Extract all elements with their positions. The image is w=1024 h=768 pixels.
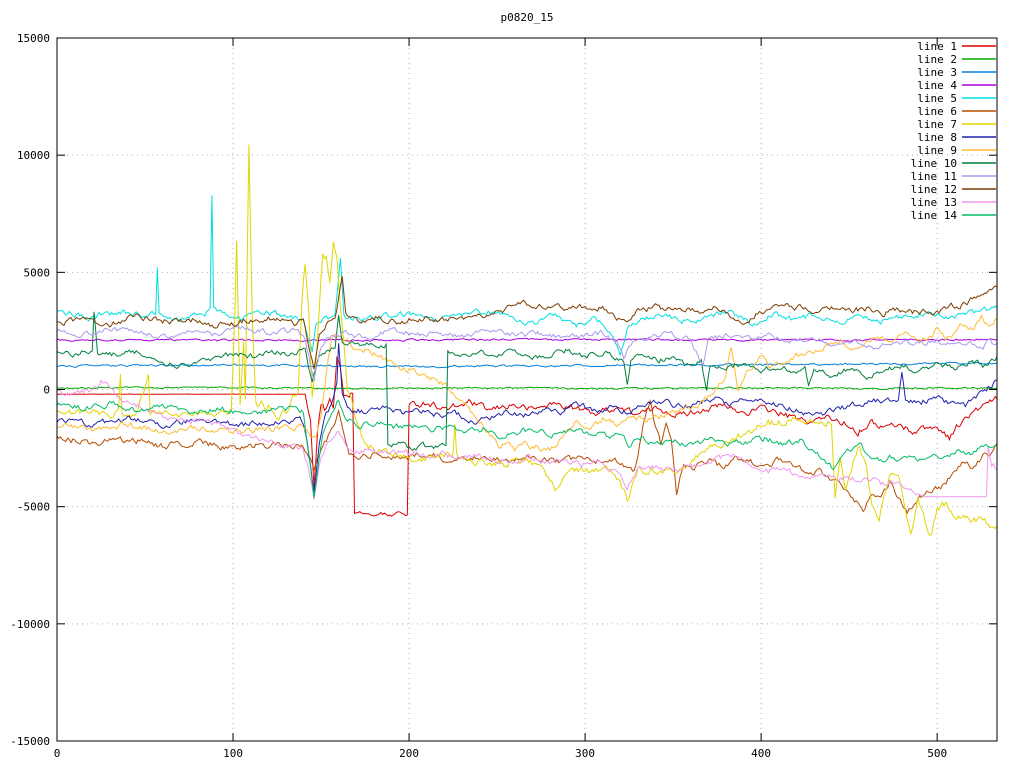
legend-label: line 8 xyxy=(917,131,957,144)
legend-label: line 1 xyxy=(917,40,957,53)
series-line-5 xyxy=(57,195,997,357)
y-tick-label: -15000 xyxy=(10,735,50,748)
x-tick-label: 0 xyxy=(54,747,61,760)
y-tick-label: 15000 xyxy=(17,32,50,45)
y-tick-label: -5000 xyxy=(17,501,50,514)
legend-label: line 11 xyxy=(911,170,957,183)
series-line-10 xyxy=(57,311,997,452)
y-tick-label: 10000 xyxy=(17,149,50,162)
plot-title: p0820_15 xyxy=(501,11,554,24)
axis-label-layer: 0 100 200 300 400 500 -15000 -10000 -5000 0 5000 10… xyxy=(10,32,947,760)
series-line-6 xyxy=(57,398,997,515)
legend-label: line 2 xyxy=(917,53,957,66)
legend-label: line 7 xyxy=(917,118,957,131)
x-tick-label: 100 xyxy=(223,747,243,760)
y-tick-label: 0 xyxy=(43,384,50,397)
series-line-11 xyxy=(57,325,997,382)
series-line-8 xyxy=(57,343,997,493)
grid-layer xyxy=(57,38,997,741)
y-tick-label: -10000 xyxy=(10,618,50,631)
legend-label: line 13 xyxy=(911,196,957,209)
x-tick-label: 300 xyxy=(575,747,595,760)
series-line-1 xyxy=(57,355,997,517)
legend-label: line 6 xyxy=(917,105,957,118)
series-line-2 xyxy=(57,386,997,391)
series-line-13 xyxy=(57,379,997,500)
tick-layer xyxy=(56,37,997,742)
legend-label: line 9 xyxy=(917,144,957,157)
series-line-14 xyxy=(57,399,997,498)
series-line-9 xyxy=(57,314,997,453)
y-tick-label: 5000 xyxy=(24,266,51,279)
series-line-3 xyxy=(57,361,997,369)
x-tick-label: 400 xyxy=(751,747,771,760)
legend-label: line 5 xyxy=(917,92,957,105)
legend-label: line 12 xyxy=(911,183,957,196)
series-line-12 xyxy=(57,276,997,370)
legend-label: line 14 xyxy=(911,209,958,222)
legend-label: line 4 xyxy=(917,79,957,92)
x-tick-label: 500 xyxy=(927,747,947,760)
legend-label: line 3 xyxy=(917,66,957,79)
series-layer xyxy=(57,144,997,537)
legend-label: line 10 xyxy=(911,157,957,170)
x-tick-label: 200 xyxy=(399,747,419,760)
